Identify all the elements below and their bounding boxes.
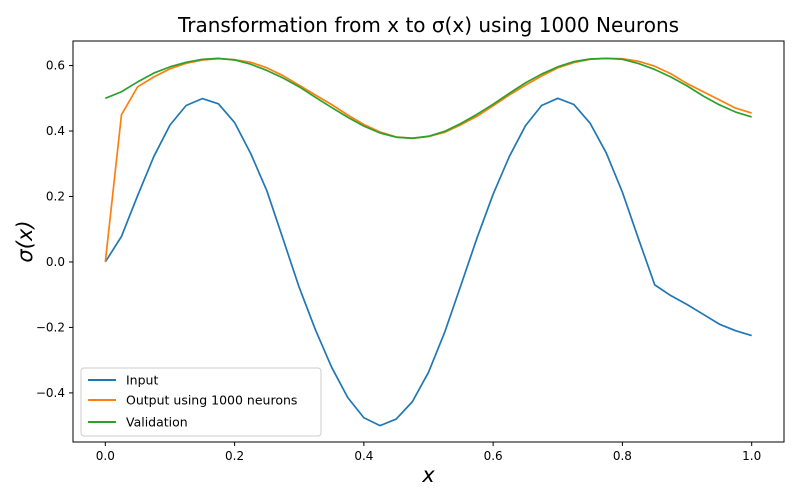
y-tick-label: 0.0 [46, 255, 65, 269]
x-tick-label: 0.8 [613, 449, 632, 463]
x-axis-label: x [421, 463, 435, 487]
x-tick-label: 0.6 [484, 449, 503, 463]
x-tick-label: 0.2 [225, 449, 244, 463]
plot-area-frame [72, 40, 785, 443]
legend-label-output: Output using 1000 neurons [126, 393, 297, 408]
series-line-input [104, 97, 752, 427]
x-tick-label: 0.0 [96, 449, 115, 463]
legend: Input Output using 1000 neurons Validati… [80, 367, 322, 437]
y-tick-label: 0.2 [46, 189, 65, 203]
legend-label-validation: Validation [126, 415, 188, 430]
series-line-validation [105, 57, 752, 140]
legend-label-input: Input [126, 373, 158, 388]
x-axis-ticks: 0.0 0.2 0.4 0.6 0.8 1.0 [96, 442, 761, 463]
y-axis-label: σ(x) [13, 220, 37, 262]
y-tick-label: −0.4 [36, 386, 65, 400]
y-axis-ticks: −0.4 −0.2 0.0 0.2 0.4 0.6 [36, 59, 73, 400]
series-lines [104, 57, 752, 427]
x-tick-label: 1.0 [742, 449, 761, 463]
y-tick-label: 0.4 [46, 124, 65, 138]
chart-title: Transformation from x to σ(x) using 1000… [177, 13, 679, 37]
legend-box [80, 367, 322, 437]
y-tick-label: 0.6 [46, 59, 65, 73]
series-line-output [104, 57, 752, 263]
y-tick-label: −0.2 [36, 320, 65, 334]
x-tick-label: 0.4 [354, 449, 373, 463]
